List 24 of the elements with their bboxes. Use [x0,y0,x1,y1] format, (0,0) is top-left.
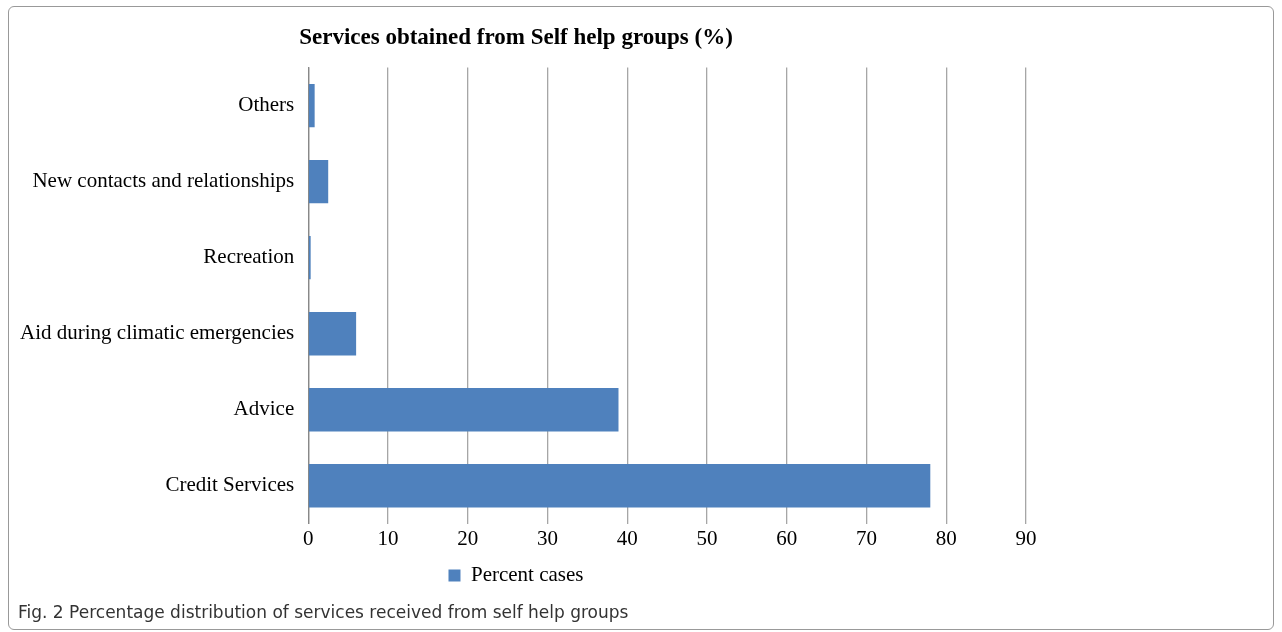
x-tick-label: 70 [856,525,877,550]
caption: Fig. 2 Percentage distribution of services received from self help groups [18,602,629,622]
bar [308,464,931,508]
x-tick-label: 20 [457,525,479,550]
x-tick-label: 30 [537,525,559,550]
x-tick-label: 50 [696,525,718,550]
bar [308,388,619,432]
y-tick-label: Recreation [203,244,295,269]
bar [308,159,329,204]
x-tick-label: 40 [616,525,638,550]
y-tick-label: New contacts and relationships [32,168,295,193]
legend-label: Percent cases [470,562,584,587]
y-tick-label: Aid during climatic emergencies [19,320,295,345]
y-tick-label: Credit Services [165,472,295,497]
y-tick-label: Others [238,92,295,117]
bar [308,83,315,128]
x-tick-label: 60 [776,525,798,550]
x-tick-label: 10 [377,525,399,550]
x-tick-label: 80 [935,525,957,550]
y-tick-label: Advice [233,396,295,421]
chart-title: Services obtained from Self help groups (%) [299,23,733,49]
x-tick-label: 90 [1015,525,1037,550]
bar [308,312,357,356]
x-tick-label: 0 [303,525,314,550]
